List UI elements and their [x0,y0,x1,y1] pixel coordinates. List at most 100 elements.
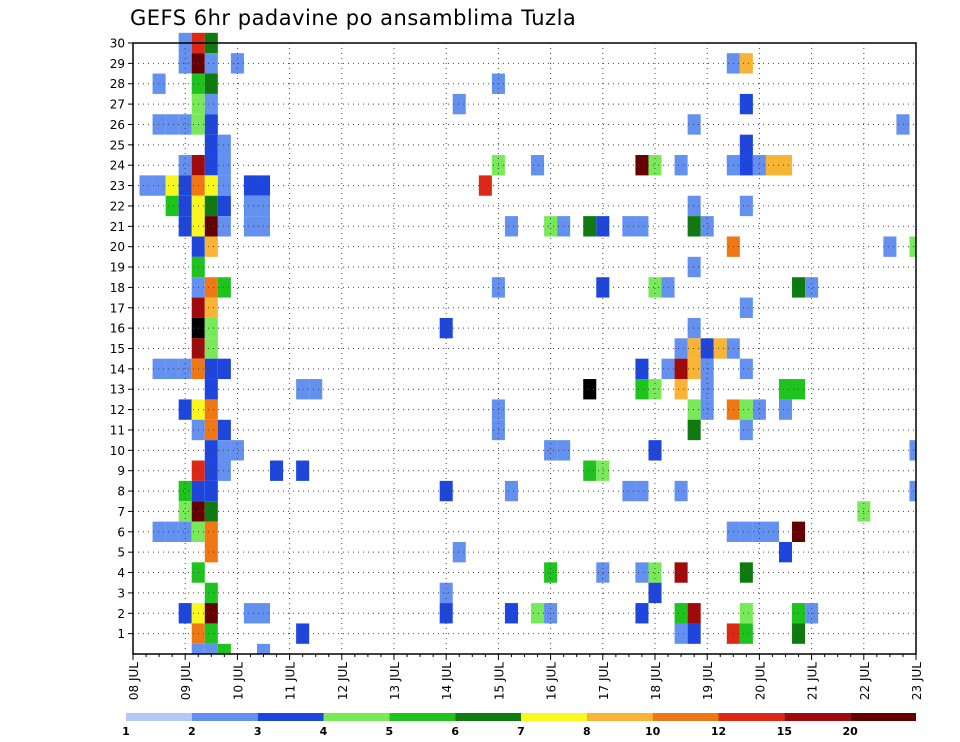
heatmap-cell [204,379,218,400]
x-tick-label: 16 JUL [545,662,559,700]
heatmap-cell [635,358,649,380]
heatmap-cell [687,338,701,359]
heatmap-cell [217,175,231,196]
heatmap-cell [178,501,192,522]
heatmap-cell [178,155,192,176]
heatmap-cell [152,358,166,380]
heatmap-cell [583,379,597,400]
heatmap-cell [452,541,466,563]
heatmap-cell [687,256,701,278]
legend-swatch [718,713,785,721]
heatmap-cell [217,460,231,481]
heatmap-cell [596,562,610,583]
heatmap-cell [739,521,753,542]
heatmap-cell [596,216,610,237]
heatmap-cell [687,317,701,339]
y-tick-label: 3 [117,586,125,600]
heatmap-cell [178,216,192,237]
heatmap-cell [635,603,649,624]
heatmap-cell [544,216,558,237]
heatmap-cell [674,358,688,380]
heatmap-cell [178,195,192,217]
heatmap-cell [700,399,714,420]
legend-label: 10 [645,725,661,738]
heatmap-cell [674,480,688,502]
heatmap-cell [270,460,284,481]
heatmap-cell [648,562,662,583]
heatmap-cell [504,603,518,624]
heatmap-cell [648,379,662,400]
y-tick-label: 9 [117,464,125,478]
heatmap-cell [178,399,192,420]
legend-swatch [126,713,192,721]
y-tick-label: 20 [110,240,125,254]
heatmap-cell [204,501,218,522]
legend-label: 5 [386,725,394,738]
y-axis: 1234567891011121314151617181920212223242… [110,37,133,641]
heatmap-cell [204,643,218,654]
heatmap-cell [739,562,753,583]
y-tick-label: 17 [110,301,125,315]
legend-swatch [191,713,258,721]
heatmap-cell [596,460,610,481]
heatmap-cell [243,216,257,237]
heatmap-cell [204,195,218,217]
heatmap-cell [739,195,753,217]
heatmap-cell [883,236,897,257]
legend-swatch [652,713,719,721]
heatmap-cell [204,603,218,624]
heatmap-cell [204,93,218,115]
heatmap-cell [909,236,916,257]
heatmap-cell [778,379,793,400]
heatmap-cell [204,277,218,298]
y-tick-label: 28 [110,77,125,91]
x-tick-label: 13 JUL [388,662,402,700]
heatmap-cell [204,460,218,481]
grid-lines [133,42,916,654]
heatmap-cell [165,195,179,217]
heatmap-cell [648,277,662,298]
heatmap-cell [452,93,466,115]
heatmap-cell [687,623,701,644]
legend-swatch [455,713,521,721]
legend-swatch [521,713,587,721]
heatmap-cell [504,480,518,502]
y-tick-label: 2 [117,607,125,621]
heatmap-cell [217,134,231,156]
heatmap-cell [909,440,916,461]
y-tick-label: 5 [117,546,125,560]
heatmap-cell [204,317,218,339]
heatmap-cell [204,582,218,604]
heatmap-cell [674,155,688,176]
heatmap-cell [296,623,310,644]
legend-label: 6 [451,725,459,738]
heatmap-cell [752,521,766,542]
heatmap-cell [765,155,779,176]
heatmap-cell [778,155,793,176]
y-tick-label: 13 [110,383,125,397]
heatmap-cell [204,297,218,318]
heatmap-cell [296,379,310,400]
heatmap-cell [204,236,218,257]
heatmap-cell [713,338,727,359]
heatmap-cell [674,379,688,400]
heatmap-cell [739,53,753,74]
heatmap-cell [165,114,179,135]
heatmap-cell [217,440,231,461]
heatmap-cell [217,358,231,380]
legend-label: 7 [517,725,525,738]
heatmap-cell [204,623,218,644]
legend-swatch [784,713,851,721]
legend-label: 1 [122,725,130,738]
x-tick-label: 09 JUL [179,662,193,700]
heatmap-cell [178,114,192,135]
heatmap-cell [243,603,257,624]
heatmap-cell [204,338,218,359]
heatmap-cell [583,216,597,237]
x-tick-label: 21 JUL [806,662,820,700]
heatmap-cell [204,541,218,563]
heatmap-cell [178,175,192,196]
heatmap-cell [204,521,218,542]
heatmap-cell [152,114,166,135]
